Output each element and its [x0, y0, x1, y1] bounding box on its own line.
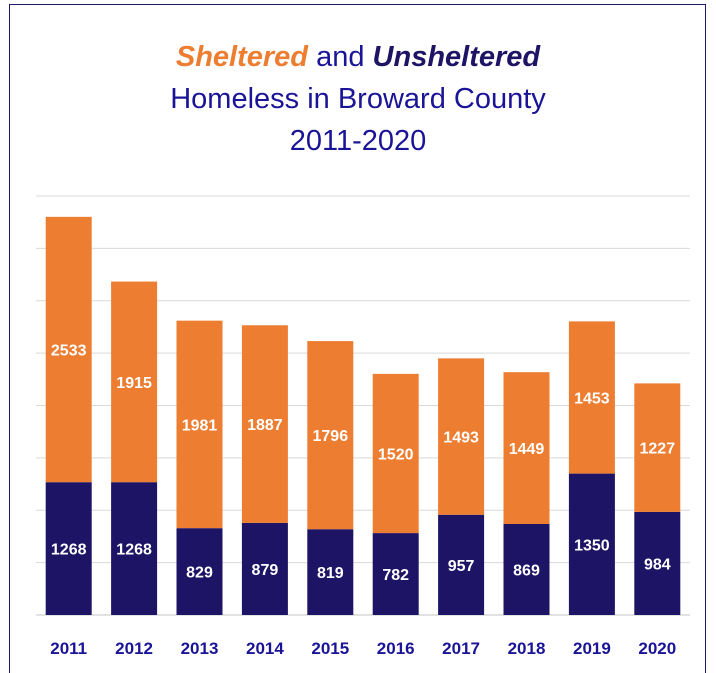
chart-title-line1: Sheltered and Unsheltered — [0, 38, 716, 76]
data-label-unsheltered: 879 — [252, 562, 279, 579]
bar-sheltered — [634, 383, 681, 512]
data-label-unsheltered: 1350 — [574, 537, 610, 554]
chart-frame — [9, 4, 706, 673]
bar-unsheltered — [111, 482, 158, 615]
x-tick-label: 2013 — [181, 639, 219, 658]
data-label-unsheltered: 984 — [644, 556, 671, 573]
title-sheltered: Sheltered — [175, 41, 309, 73]
bar-unsheltered — [634, 511, 681, 615]
data-label-sheltered: 1520 — [378, 446, 414, 463]
x-tick-label: 2018 — [508, 639, 546, 658]
bar-unsheltered — [176, 528, 223, 615]
bar-sheltered — [503, 372, 550, 524]
data-label-sheltered: 1227 — [640, 441, 676, 458]
data-label-unsheltered: 1268 — [51, 542, 87, 559]
x-tick-label: 2012 — [115, 639, 153, 658]
x-tick-label: 2020 — [638, 639, 676, 658]
data-label-sheltered: 1453 — [574, 390, 610, 407]
data-label-sheltered: 1796 — [313, 428, 349, 445]
bar-unsheltered — [372, 533, 419, 615]
bar-unsheltered — [568, 473, 615, 615]
title-unsheltered: Unsheltered — [372, 41, 541, 73]
title-and: and — [308, 41, 373, 73]
bar-sheltered — [241, 325, 288, 523]
x-tick-label: 2016 — [377, 639, 415, 658]
bar-unsheltered — [241, 522, 288, 615]
data-label-unsheltered: 957 — [448, 558, 475, 575]
bar-unsheltered — [45, 482, 92, 615]
chart-title-line2: Homeless in Broward County — [170, 83, 546, 115]
bar-sheltered — [176, 320, 223, 529]
data-label-sheltered: 2533 — [51, 343, 87, 360]
bar-unsheltered — [307, 529, 354, 615]
data-label-unsheltered: 782 — [382, 567, 409, 584]
data-label-unsheltered: 819 — [317, 565, 344, 582]
bar-sheltered — [568, 321, 615, 474]
bar-sheltered — [45, 216, 92, 483]
x-tick-label: 2011 — [50, 639, 87, 658]
data-label-sheltered: 1981 — [182, 417, 218, 434]
data-label-sheltered: 1449 — [509, 441, 545, 458]
data-label-sheltered: 1915 — [116, 375, 152, 392]
data-label-unsheltered: 869 — [513, 562, 540, 579]
bar-sheltered — [438, 358, 485, 515]
chart-title-line3: 2011-2020 — [289, 125, 427, 157]
x-tick-label: 2019 — [573, 639, 611, 658]
data-label-unsheltered: 829 — [186, 565, 213, 582]
bar-sheltered — [307, 341, 354, 530]
bar-unsheltered — [503, 523, 550, 615]
x-tick-label: 2015 — [311, 639, 349, 658]
data-label-sheltered: 1493 — [443, 430, 479, 447]
bar-unsheltered — [438, 514, 485, 615]
data-label-sheltered: 1887 — [247, 417, 283, 434]
x-tick-label: 2017 — [442, 639, 480, 658]
bar-sheltered — [372, 373, 419, 534]
bar-sheltered — [111, 281, 158, 483]
x-tick-label: 2014 — [246, 639, 284, 658]
data-label-unsheltered: 1268 — [116, 542, 152, 559]
